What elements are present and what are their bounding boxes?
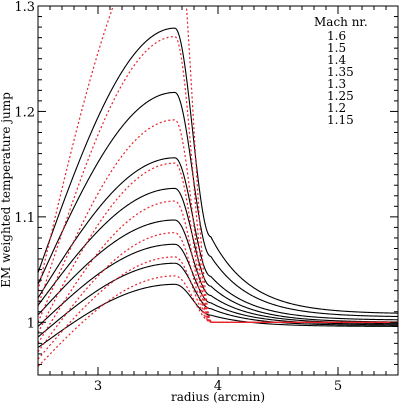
series-line-mach-1.4	[38, 157, 398, 321]
series-line-mach-1.25	[38, 243, 398, 327]
series-line-mach-1.3	[38, 219, 398, 324]
y-axis-title: EM weighted temperature jump	[0, 92, 13, 288]
series-line-mach-1.2	[38, 262, 398, 338]
legend-entry: 1.2	[327, 101, 346, 115]
legend: Mach nr. 1.6 1.5 1.4 1.35 1.3 1.25 1.2 1…	[314, 15, 368, 127]
series-dotted-line-mach-1.35	[38, 162, 398, 334]
legend-entry: 1.5	[327, 41, 346, 55]
y-tick-label: 1.3	[14, 0, 35, 15]
x-tick-label: 3	[94, 379, 102, 394]
legend-entry: 1.15	[327, 113, 354, 127]
legend-entry: 1.35	[327, 65, 354, 79]
y-tick-label: 1.1	[14, 211, 35, 226]
legend-entry: 1.3	[327, 77, 346, 91]
y-tick-label: 1.2	[14, 105, 35, 120]
series-line-mach-1.6	[38, 27, 398, 314]
y-tick-label: 1	[27, 316, 35, 331]
x-tick-label: 4	[214, 379, 222, 394]
x-tick-label: 5	[334, 379, 342, 394]
series-line-mach-1.15	[38, 283, 398, 349]
legend-title: Mach nr.	[314, 15, 368, 29]
legend-entry: 1.25	[327, 89, 354, 103]
legend-entry: 1.4	[327, 53, 346, 67]
series-dotted-line-mach-1.3	[38, 200, 398, 344]
legend-entry: 1.6	[327, 29, 346, 43]
series-dotted-line-mach-1.2	[38, 256, 398, 360]
x-axis-title: radius (arcmin)	[171, 390, 265, 404]
curves-layer	[38, 6, 398, 367]
series-line-mach-1.35	[38, 187, 398, 323]
series-line-mach-1.5	[38, 91, 398, 318]
ticks-layer: 3 4 5 1 1.1 1.2 1.3	[14, 0, 399, 394]
